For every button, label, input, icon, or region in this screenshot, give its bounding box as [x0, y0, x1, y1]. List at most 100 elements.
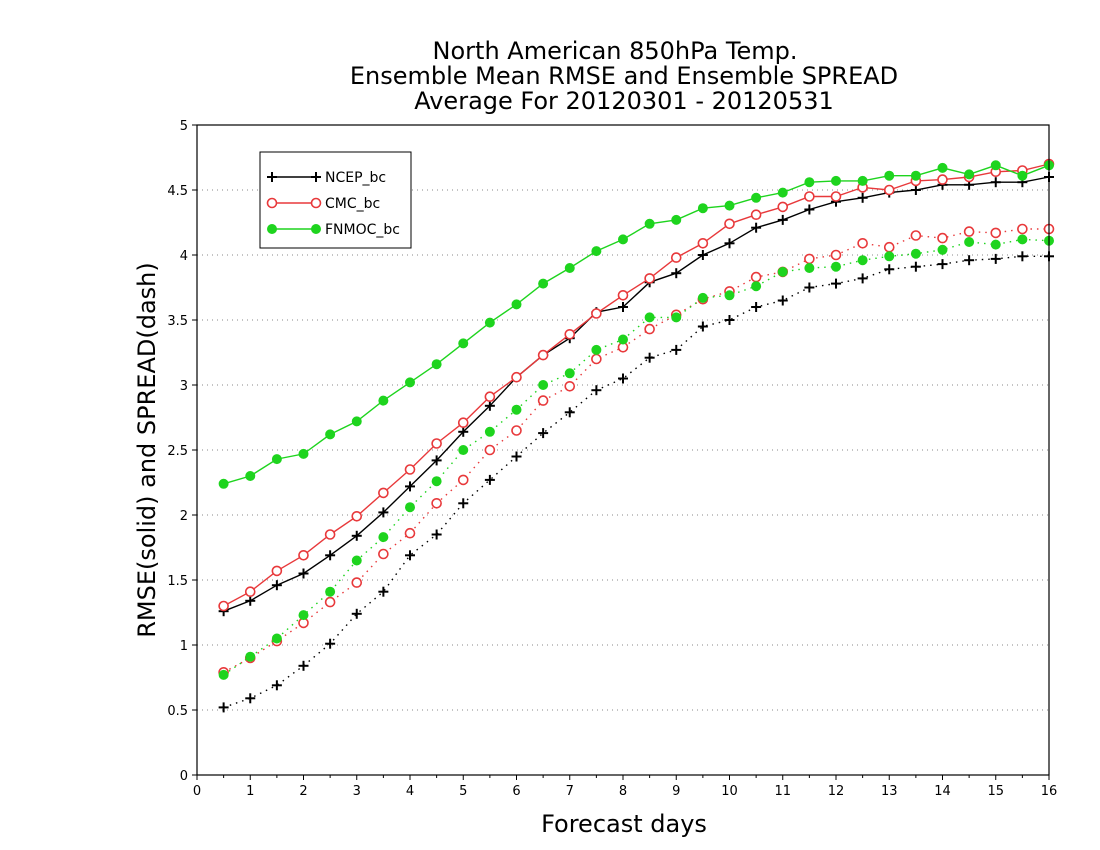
- y-tick-label: 0.5: [167, 704, 188, 719]
- data-point-cmc-bc-rmse: [324, 529, 336, 540]
- data-point-cmc-bc-rmse: [431, 438, 442, 449]
- data-point-fnmoc-bc-spread: [884, 251, 895, 262]
- data-point-fnmoc-bc-rmse: [618, 234, 628, 245]
- data-point-ncep-bc-spread: [990, 253, 1001, 264]
- x-tick-label: 4: [406, 784, 414, 799]
- data-point-cmc-bc-spread: [351, 577, 363, 588]
- data-point-fnmoc-bc-spread: [484, 426, 495, 437]
- chart-title-line-3: Average For 20120301 - 20120531: [414, 87, 834, 115]
- data-point-fnmoc-bc-rmse: [538, 278, 549, 289]
- data-point-fnmoc-bc-spread: [591, 344, 602, 355]
- data-point-cmc-bc-spread: [963, 226, 975, 237]
- data-point-ncep-bc-rmse: [990, 177, 1001, 188]
- data-point-cmc-bc-spread: [591, 353, 602, 365]
- legend-item-cmc-bc: CMC_bc: [266, 196, 380, 212]
- data-point-ncep-bc-spread: [245, 693, 256, 704]
- data-point-fnmoc-bc-rmse: [857, 175, 868, 186]
- data-point-fnmoc-bc-rmse: [458, 338, 469, 349]
- data-point-fnmoc-bc-rmse: [724, 200, 735, 211]
- legend-item-fnmoc-bc: FNMOC_bc: [267, 222, 400, 238]
- data-point-ncep-bc-spread: [804, 282, 815, 293]
- data-point-ncep-bc-spread: [618, 373, 628, 384]
- legend-marker: [266, 197, 278, 209]
- data-point-ncep-bc-rmse: [378, 507, 389, 518]
- data-point-cmc-bc-rmse: [883, 184, 895, 196]
- data-point-fnmoc-bc-spread: [990, 239, 1001, 250]
- data-point-cmc-bc-rmse: [697, 238, 709, 249]
- data-point-fnmoc-bc-rmse: [271, 454, 282, 465]
- x-tick-label: 11: [774, 784, 791, 799]
- y-tick-label: 3.5: [167, 314, 188, 329]
- data-point-fnmoc-bc-rmse: [511, 299, 522, 310]
- data-point-fnmoc-bc-rmse: [697, 203, 708, 214]
- data-point-fnmoc-bc-rmse: [378, 395, 389, 406]
- legend-label: NCEP_bc: [325, 170, 386, 186]
- data-point-ncep-bc-spread: [697, 321, 708, 332]
- data-point-fnmoc-bc-rmse: [751, 192, 762, 203]
- data-point-ncep-bc-spread: [910, 261, 921, 272]
- y-tick-label: 4: [180, 249, 188, 264]
- data-point-ncep-bc-spread: [538, 428, 549, 439]
- data-point-cmc-bc-spread: [511, 425, 522, 436]
- data-point-fnmoc-bc-spread: [831, 261, 841, 272]
- series-lines: [218, 158, 1055, 713]
- series-line-fnmoc-bc-spread: [223, 238, 1050, 676]
- data-point-ncep-bc-spread: [937, 259, 948, 270]
- data-point-fnmoc-bc-rmse: [245, 471, 256, 481]
- data-point-ncep-bc-spread: [857, 273, 868, 284]
- data-point-ncep-bc-rmse: [618, 302, 628, 312]
- data-point-fnmoc-bc-spread: [245, 651, 256, 662]
- x-axis: 0 1 2 3 4 5 6 7 8 9 10 11 12 13 14 15 16: [193, 775, 1057, 799]
- data-point-ncep-bc-spread: [271, 680, 282, 691]
- data-point-cmc-bc-spread: [1017, 223, 1028, 235]
- data-point-fnmoc-bc-rmse: [964, 169, 975, 180]
- data-point-cmc-bc-rmse: [351, 510, 363, 522]
- y-tick-label: 2: [180, 509, 188, 524]
- data-point-ncep-bc-rmse: [751, 222, 762, 233]
- data-point-cmc-bc-rmse: [617, 289, 629, 301]
- data-point-fnmoc-bc-spread: [964, 237, 975, 247]
- data-point-ncep-bc-spread: [644, 352, 655, 363]
- x-tick-label: 8: [619, 784, 627, 799]
- data-point-ncep-bc-spread: [884, 264, 895, 275]
- data-point-fnmoc-bc-spread: [538, 380, 549, 390]
- chart-title: North American 850hPa Temp. Ensemble Mea…: [350, 37, 898, 115]
- data-point-fnmoc-bc-rmse: [351, 416, 362, 427]
- data-point-fnmoc-bc-rmse: [937, 162, 948, 173]
- data-point-fnmoc-bc-spread: [697, 292, 708, 303]
- data-point-ncep-bc-spread: [458, 498, 469, 509]
- data-point-ncep-bc-spread: [1017, 251, 1028, 262]
- data-point-ncep-bc-spread: [511, 451, 522, 462]
- data-point-ncep-bc-spread: [591, 385, 602, 396]
- y-tick-label: 1.5: [167, 574, 188, 589]
- y-tick-label: 1: [180, 639, 188, 654]
- data-point-fnmoc-bc-spread: [405, 502, 415, 513]
- data-point-fnmoc-bc-spread: [937, 244, 948, 255]
- data-point-fnmoc-bc-spread: [857, 255, 868, 266]
- data-point-cmc-bc-rmse: [298, 549, 309, 561]
- data-point-fnmoc-bc-rmse: [831, 175, 841, 186]
- legend-marker: [311, 224, 321, 234]
- data-point-cmc-bc-spread: [750, 271, 762, 283]
- x-tick-label: 6: [512, 784, 520, 799]
- data-point-ncep-bc-spread: [564, 407, 575, 418]
- data-point-ncep-bc-rmse: [671, 268, 682, 279]
- data-point-ncep-bc-rmse: [857, 192, 868, 203]
- data-point-ncep-bc-spread: [724, 315, 735, 325]
- legend-marker: [310, 197, 322, 209]
- data-point-fnmoc-bc-spread: [325, 586, 336, 597]
- data-point-cmc-bc-rmse: [644, 273, 655, 284]
- data-point-ncep-bc-spread: [378, 586, 389, 597]
- data-point-cmc-bc-rmse: [271, 565, 283, 577]
- data-point-ncep-bc-spread: [351, 608, 362, 619]
- x-axis-label: Forecast days: [541, 810, 707, 838]
- x-tick-label: 15: [987, 784, 1004, 799]
- y-tick-label: 5: [180, 119, 188, 134]
- data-point-ncep-bc-spread: [405, 550, 415, 561]
- data-point-fnmoc-bc-spread: [431, 476, 442, 487]
- x-tick-label: 10: [721, 784, 738, 799]
- data-point-ncep-bc-rmse: [271, 580, 282, 591]
- data-point-cmc-bc-spread: [378, 548, 389, 560]
- data-point-ncep-bc-rmse: [484, 400, 495, 411]
- data-point-fnmoc-bc-spread: [618, 334, 628, 345]
